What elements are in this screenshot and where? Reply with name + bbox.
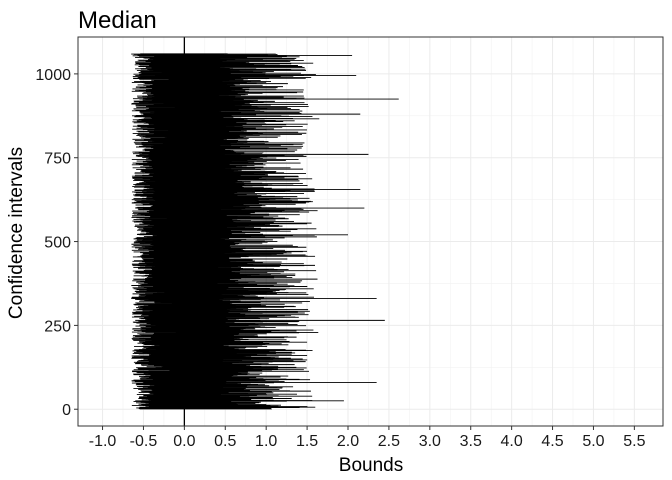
- y-axis-ticks: 0 250 500 750 1000: [35, 67, 78, 419]
- x-tick-label: 5.5: [623, 433, 645, 450]
- x-tick-label: 0.0: [173, 433, 195, 450]
- x-tick-label: 3.0: [419, 433, 441, 450]
- y-tick-label: 0: [62, 402, 71, 419]
- x-tick-label: 5.0: [582, 433, 604, 450]
- y-tick-label: 250: [44, 318, 71, 335]
- x-tick-label: 4.0: [501, 433, 523, 450]
- x-tick-label: 0.5: [214, 433, 236, 450]
- grid-minor: [78, 37, 663, 426]
- panel-border: [77, 36, 664, 427]
- chart-title: Median: [78, 7, 157, 34]
- x-axis-label: Bounds: [339, 455, 403, 476]
- x-tick-label: 2.0: [337, 433, 359, 450]
- y-tick-label: 1000: [35, 67, 71, 84]
- y-axis-label: Confidence intervals: [6, 147, 27, 319]
- y-tick-label: 500: [44, 235, 71, 252]
- x-tick-label: 1.5: [296, 433, 318, 450]
- interval-lines: [131, 53, 399, 410]
- x-tick-label: 2.5: [378, 433, 400, 450]
- x-tick-label: 1.0: [255, 433, 277, 450]
- x-tick-label: -0.5: [130, 433, 158, 450]
- x-tick-label: 3.5: [460, 433, 482, 450]
- x-tick-label: 4.5: [541, 433, 563, 450]
- x-tick-label: -1.0: [89, 433, 117, 450]
- y-tick-label: 750: [44, 151, 71, 168]
- x-axis-ticks: -1.0 -0.5 0.0 0.5 1.0 1.5 2.0 2.5 3.0 3.5 4.0 4.5 5.…: [89, 426, 646, 450]
